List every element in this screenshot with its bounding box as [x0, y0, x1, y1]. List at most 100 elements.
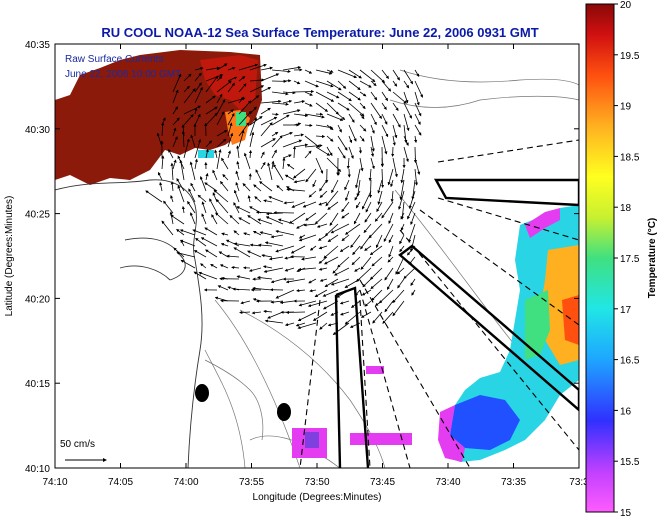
current-vector [387, 256, 394, 263]
current-vector [400, 168, 405, 184]
current-vector [211, 214, 218, 225]
current-vector [195, 237, 207, 247]
current-vector [414, 135, 418, 144]
current-vector [414, 91, 420, 106]
current-vector [205, 172, 209, 181]
current-vector [315, 80, 334, 88]
current-vector [216, 99, 226, 115]
current-vector [332, 267, 339, 274]
current-vector [337, 146, 346, 159]
current-vector [368, 179, 373, 199]
current-vector [346, 157, 350, 170]
current-vector [183, 114, 194, 126]
current-vector [262, 265, 273, 269]
current-vector [312, 179, 317, 188]
current-vector [324, 223, 339, 237]
scale-indicator: 50 cm/s [60, 439, 107, 462]
current-vector [273, 163, 284, 181]
colorbar: 20 19.5 19 18.5 18 17.5 17 16.5 16 15.5 15 Tempera… [585, 0, 658, 518]
current-vector [251, 311, 262, 315]
current-vector [381, 135, 388, 155]
current-vector [331, 179, 339, 194]
scale-label: 50 cm/s [60, 439, 95, 450]
current-vector [271, 69, 291, 73]
current-vector [194, 72, 202, 82]
current-vector [318, 267, 328, 271]
current-vector [271, 135, 283, 148]
current-vector [337, 256, 350, 268]
current-vector [323, 245, 339, 259]
current-vector [282, 91, 296, 95]
current-vector [326, 113, 344, 121]
current-vector [410, 212, 416, 226]
current-vector [221, 157, 229, 170]
overlay-line-2: June 22, 2006 10:00 GMT [65, 69, 181, 80]
current-vector [403, 91, 409, 104]
x-tick-label: 74:00 [173, 477, 198, 488]
current-vector [247, 250, 262, 258]
current-vector [259, 231, 273, 236]
current-vector [284, 174, 295, 181]
sst-green-pixel [236, 112, 246, 126]
current-vector [352, 245, 361, 256]
current-vector [309, 289, 317, 293]
current-vector [390, 179, 394, 188]
y-axis: 40:35 40:30 40:25 40:20 40:15 40:10 [25, 40, 579, 475]
current-vector [392, 300, 405, 317]
current-vector [163, 200, 174, 214]
current-vector [205, 106, 218, 115]
current-vector [336, 168, 341, 176]
current-vector [260, 73, 280, 82]
current-vector [295, 322, 306, 327]
current-vector [348, 102, 365, 117]
current-vector [260, 138, 276, 148]
current-vector [194, 67, 204, 71]
current-vector [238, 129, 245, 148]
current-vector [392, 113, 401, 128]
current-vector [368, 223, 383, 239]
current-vector [392, 102, 399, 112]
current-vector [215, 212, 229, 225]
current-vector [293, 143, 309, 148]
current-vector [283, 201, 295, 205]
current-vector [260, 107, 271, 115]
current-vector [337, 69, 358, 79]
current-vector [194, 113, 201, 126]
current-vector [236, 145, 240, 159]
current-vector [374, 212, 383, 222]
current-vector [227, 76, 238, 82]
figure-title: RU COOL NOAA-12 Sea Surface Temperature:… [101, 25, 538, 40]
current-vector [181, 124, 185, 137]
current-vector [264, 319, 284, 324]
colorbar-tick-label: 18 [620, 203, 632, 214]
current-vector [282, 99, 293, 104]
current-vector [267, 162, 273, 181]
colorbar-tick-label: 15 [620, 508, 632, 518]
current-vector [371, 256, 383, 267]
current-vector [204, 182, 218, 192]
current-vector [392, 135, 396, 146]
current-vector [205, 112, 218, 126]
current-vector [216, 149, 222, 170]
current-vector [365, 201, 372, 213]
current-vector [315, 157, 324, 174]
current-vector [198, 271, 218, 280]
radar-sector-lines [299, 139, 579, 468]
current-vector [271, 91, 289, 96]
y-tick-label: 40:15 [25, 379, 50, 390]
colorbar-tick-label: 18.5 [620, 152, 640, 163]
current-vector [327, 234, 339, 243]
current-vector [348, 146, 354, 159]
current-vector [194, 107, 198, 115]
current-vector [325, 190, 339, 207]
current-vector [282, 157, 286, 170]
colorbar-tick-label: 19 [620, 102, 632, 113]
current-vector [383, 223, 394, 243]
current-vector [382, 311, 394, 324]
current-vector [399, 234, 405, 245]
current-vectors [145, 63, 423, 335]
current-vector [355, 168, 361, 189]
current-vector [243, 152, 251, 170]
current-vector [403, 102, 412, 119]
current-vector [304, 144, 323, 148]
